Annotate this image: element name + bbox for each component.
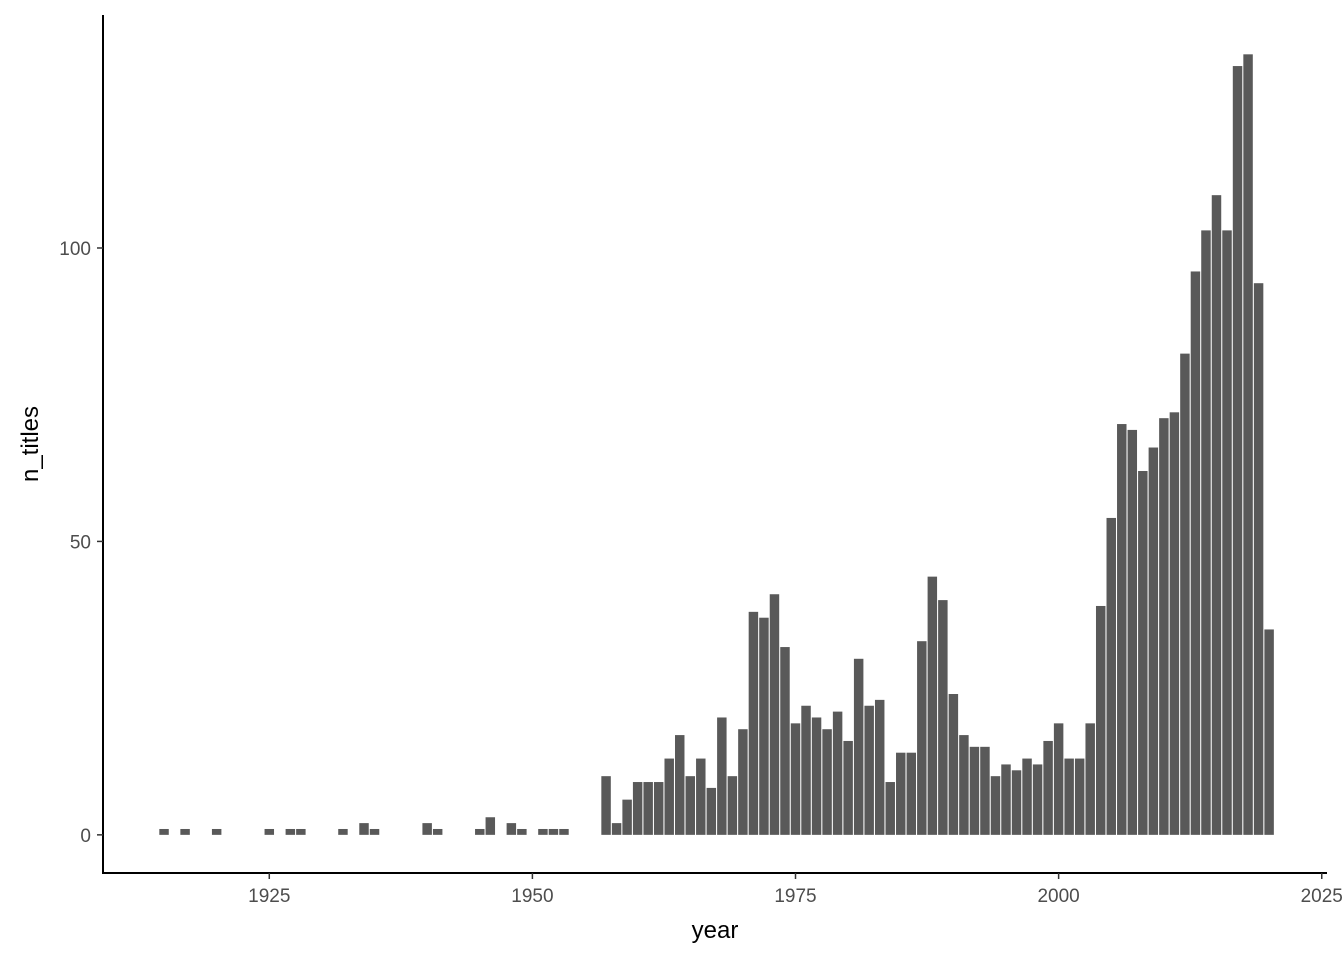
bar-1925 bbox=[264, 828, 275, 835]
bar-1917 bbox=[180, 828, 190, 835]
x-tick-label: 2000 bbox=[1037, 886, 1079, 907]
bar-2020 bbox=[1264, 629, 1274, 835]
bar-1964 bbox=[675, 735, 685, 835]
bar-1981 bbox=[853, 658, 864, 835]
bar-1961 bbox=[643, 782, 653, 835]
bar-2012 bbox=[1180, 353, 1190, 835]
bar-1992 bbox=[969, 746, 980, 835]
bar-1975 bbox=[790, 723, 801, 835]
bar-2004 bbox=[1095, 605, 1106, 835]
bar-1996 bbox=[1011, 770, 1022, 835]
bar-2003 bbox=[1085, 723, 1095, 835]
bar-2008 bbox=[1138, 470, 1148, 835]
bar-1934 bbox=[359, 823, 369, 835]
bar-1932 bbox=[338, 828, 348, 835]
bar-1958 bbox=[611, 823, 622, 835]
bar-1990 bbox=[948, 694, 959, 835]
bar-1983 bbox=[874, 699, 885, 835]
y-axis-title: n_titles bbox=[17, 406, 44, 482]
x-tick-label: 1925 bbox=[248, 886, 290, 907]
bar-2019 bbox=[1253, 283, 1264, 835]
bar-1998 bbox=[1032, 764, 1043, 835]
bar-1967 bbox=[706, 787, 717, 835]
bar-1963 bbox=[664, 758, 674, 835]
bar-1968 bbox=[717, 717, 727, 835]
bar-1949 bbox=[517, 828, 527, 835]
bar-1965 bbox=[685, 776, 696, 835]
bar-1962 bbox=[653, 782, 664, 835]
bar-1957 bbox=[601, 776, 611, 835]
bar-1988 bbox=[927, 576, 938, 835]
bar-2002 bbox=[1074, 758, 1085, 835]
bar-1935 bbox=[369, 828, 380, 835]
bar-1971 bbox=[748, 611, 759, 835]
bar-1997 bbox=[1022, 758, 1032, 835]
x-tick-label: 1950 bbox=[511, 886, 553, 907]
bar-1928 bbox=[296, 828, 306, 835]
bar-1995 bbox=[1001, 764, 1011, 835]
bar-1977 bbox=[811, 717, 822, 835]
bar-1966 bbox=[696, 758, 706, 835]
bar-1915 bbox=[159, 828, 169, 835]
y-tick-label: 0 bbox=[80, 826, 91, 847]
bar-1959 bbox=[622, 799, 632, 835]
bar-2013 bbox=[1190, 271, 1201, 835]
bar-1974 bbox=[780, 647, 790, 835]
bar-1941 bbox=[432, 828, 443, 835]
bar-1948 bbox=[506, 823, 517, 835]
bar-1972 bbox=[759, 617, 769, 835]
bar-1989 bbox=[938, 600, 948, 835]
bar-2006 bbox=[1117, 424, 1127, 835]
bar-1953 bbox=[559, 828, 569, 835]
bar-1945 bbox=[475, 828, 485, 835]
bar-1927 bbox=[285, 828, 296, 835]
bar-1985 bbox=[896, 752, 906, 835]
bar-1952 bbox=[548, 828, 559, 835]
bar-1980 bbox=[843, 740, 853, 835]
bar-2007 bbox=[1127, 429, 1138, 835]
y-tick-label: 50 bbox=[70, 532, 91, 553]
bar-1982 bbox=[864, 705, 874, 835]
bar-2017 bbox=[1232, 66, 1243, 835]
bar-1976 bbox=[801, 705, 811, 835]
bars bbox=[159, 54, 1274, 835]
bar-2005 bbox=[1106, 517, 1116, 835]
bar-1986 bbox=[906, 752, 917, 835]
bar-2018 bbox=[1243, 54, 1253, 835]
bar-1987 bbox=[917, 641, 927, 835]
x-axis-title: year bbox=[692, 917, 739, 944]
bar-1960 bbox=[632, 782, 643, 835]
bar-1993 bbox=[980, 746, 990, 835]
bar-2000 bbox=[1053, 723, 1064, 835]
bar-1991 bbox=[959, 735, 969, 835]
x-tick-label: 2025 bbox=[1301, 886, 1343, 907]
x-tick-label: 1975 bbox=[774, 886, 816, 907]
bar-1979 bbox=[832, 711, 843, 835]
bar-1920 bbox=[211, 828, 222, 835]
bar-2001 bbox=[1064, 758, 1074, 835]
y-tick-label: 100 bbox=[59, 239, 91, 260]
bar-2014 bbox=[1201, 230, 1211, 835]
bar-2009 bbox=[1148, 447, 1159, 835]
bar-1951 bbox=[538, 828, 548, 835]
bar-1994 bbox=[990, 776, 1001, 835]
bar-2015 bbox=[1211, 195, 1222, 835]
bar-1946 bbox=[485, 817, 496, 835]
bar-1973 bbox=[769, 594, 780, 835]
bar-1970 bbox=[738, 729, 748, 835]
bar-2010 bbox=[1159, 418, 1169, 835]
bar-2016 bbox=[1222, 230, 1232, 835]
y-ticks: 0 50 100 bbox=[59, 239, 103, 847]
bar-1999 bbox=[1043, 740, 1053, 835]
bar-1940 bbox=[422, 823, 432, 835]
bar-2011 bbox=[1169, 412, 1180, 835]
x-ticks: 1925 1950 1975 2000 2025 bbox=[248, 873, 1343, 907]
bar-1984 bbox=[885, 782, 895, 835]
bar-1969 bbox=[727, 776, 738, 835]
bar-1978 bbox=[822, 729, 832, 835]
